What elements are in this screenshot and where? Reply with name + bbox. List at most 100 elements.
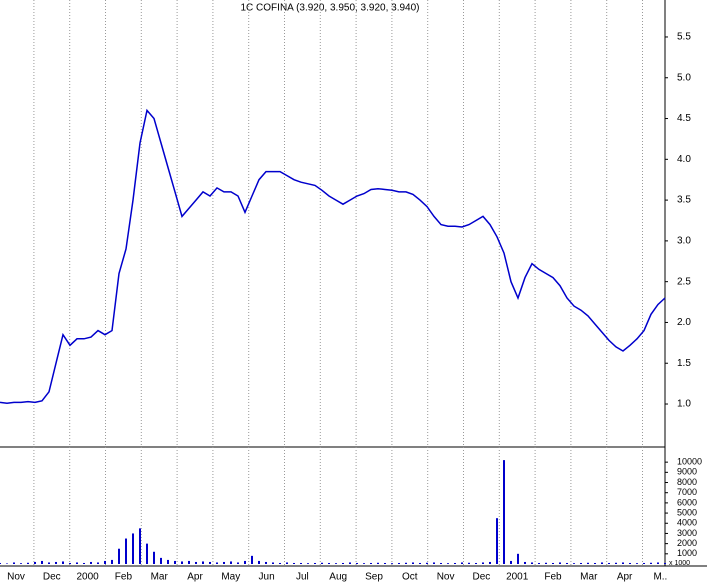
x-tick-label: Aug [329, 572, 347, 582]
volume-bar [384, 562, 386, 564]
volume-bar [594, 562, 596, 564]
volume-bar [377, 562, 379, 564]
volume-bar [300, 562, 302, 564]
volume-bar [20, 563, 22, 564]
x-tick-label: Feb [115, 572, 133, 582]
volume-bar [293, 562, 295, 564]
volume-bar [461, 562, 463, 564]
volume-bar [552, 562, 554, 564]
volume-bar [265, 561, 267, 564]
y-tick-label: 1.0 [677, 399, 691, 410]
volume-bar [342, 562, 344, 564]
volume-bar [622, 562, 624, 564]
volume-bar [650, 562, 652, 564]
volume-bar [181, 561, 183, 564]
volume-bar [321, 562, 323, 564]
y-tick-label: 3.5 [677, 195, 691, 206]
volume-bar [328, 562, 330, 564]
volume-bar [195, 561, 197, 564]
volume-bar [90, 561, 92, 564]
y-tick-label: 2.0 [677, 317, 691, 328]
x-tick-label: Jun [259, 572, 275, 582]
volume-bar [160, 557, 162, 564]
volume-bar [174, 560, 176, 564]
x-tick-label: Jul [296, 572, 309, 582]
volume-bar [559, 562, 561, 564]
volume-bar [412, 562, 414, 564]
volume-bar [55, 561, 57, 564]
volume-bar [286, 562, 288, 564]
volume-bar [237, 562, 239, 564]
volume-bar [538, 562, 540, 564]
volume-bar [363, 563, 365, 564]
volume-bar [118, 548, 120, 564]
y-tick-label: 4000 [677, 518, 697, 528]
volume-bar [83, 562, 85, 564]
volume-bar [34, 561, 36, 564]
volume-bar [48, 562, 50, 564]
volume-bar [636, 563, 638, 564]
volume-bar [405, 562, 407, 564]
y-tick-label: 2000 [677, 538, 697, 548]
x-tick-label: Mar [580, 572, 598, 582]
volume-bar [314, 562, 316, 564]
y-tick-label: 6000 [677, 497, 697, 507]
x-tick-label: M.. [653, 572, 667, 582]
volume-bar [475, 562, 477, 564]
volume-bar [167, 559, 169, 564]
volume-bar [188, 560, 190, 564]
volume-bar [608, 562, 610, 564]
volume-bar [531, 562, 533, 564]
volume-bar [517, 553, 519, 564]
y-tick-label: 1.5 [677, 358, 691, 369]
volume-bar [125, 538, 127, 564]
y-tick-label: 5.0 [677, 72, 691, 83]
x-tick-label: Feb [544, 572, 562, 582]
x-tick-label: Sep [365, 572, 383, 582]
x-tick-label: Dec [43, 572, 61, 582]
volume-bar [510, 560, 512, 564]
y-tick-label: 5000 [677, 507, 697, 517]
volume-bar [454, 562, 456, 564]
volume-bar [482, 562, 484, 564]
volume-bar [104, 560, 106, 564]
price-line [0, 108, 666, 404]
volume-bar [573, 563, 575, 564]
x-tick-label: Dec [473, 572, 491, 582]
volume-bar [6, 563, 8, 564]
volume-bar [153, 551, 155, 564]
volume-bar [615, 562, 617, 564]
volume-bar [279, 562, 281, 564]
x-tick-label: Nov [7, 572, 25, 582]
y-axis-label: x 1000 [669, 560, 690, 567]
volume-bar [419, 562, 421, 564]
volume-bar [580, 562, 582, 564]
volume-bar [76, 562, 78, 564]
volume-bar [356, 562, 358, 564]
volume-bar [139, 528, 141, 564]
y-tick-label: 3000 [677, 528, 697, 538]
volume-bar [426, 562, 428, 564]
volume-bar [216, 562, 218, 564]
volume-bar [132, 533, 134, 564]
volume-bar [223, 561, 225, 564]
volume-bar [202, 561, 204, 564]
volume-bar [13, 562, 15, 564]
volume-bar [349, 562, 351, 564]
volume-bar [307, 563, 309, 564]
volume-bar [209, 561, 211, 564]
volume-bar [566, 562, 568, 564]
y-tick-label: 4.5 [677, 113, 691, 124]
y-tick-label: 3.0 [677, 236, 691, 247]
volume-bar [111, 559, 113, 564]
volume-bar [146, 543, 148, 564]
volume-bar [258, 560, 260, 564]
y-tick-label: 1000 [677, 548, 697, 558]
volume-bar [545, 562, 547, 564]
x-tick-label: Apr [187, 572, 203, 582]
x-tick-label: Oct [402, 572, 418, 582]
volume-bar [244, 560, 246, 564]
y-tick-label: 4.0 [677, 154, 691, 165]
